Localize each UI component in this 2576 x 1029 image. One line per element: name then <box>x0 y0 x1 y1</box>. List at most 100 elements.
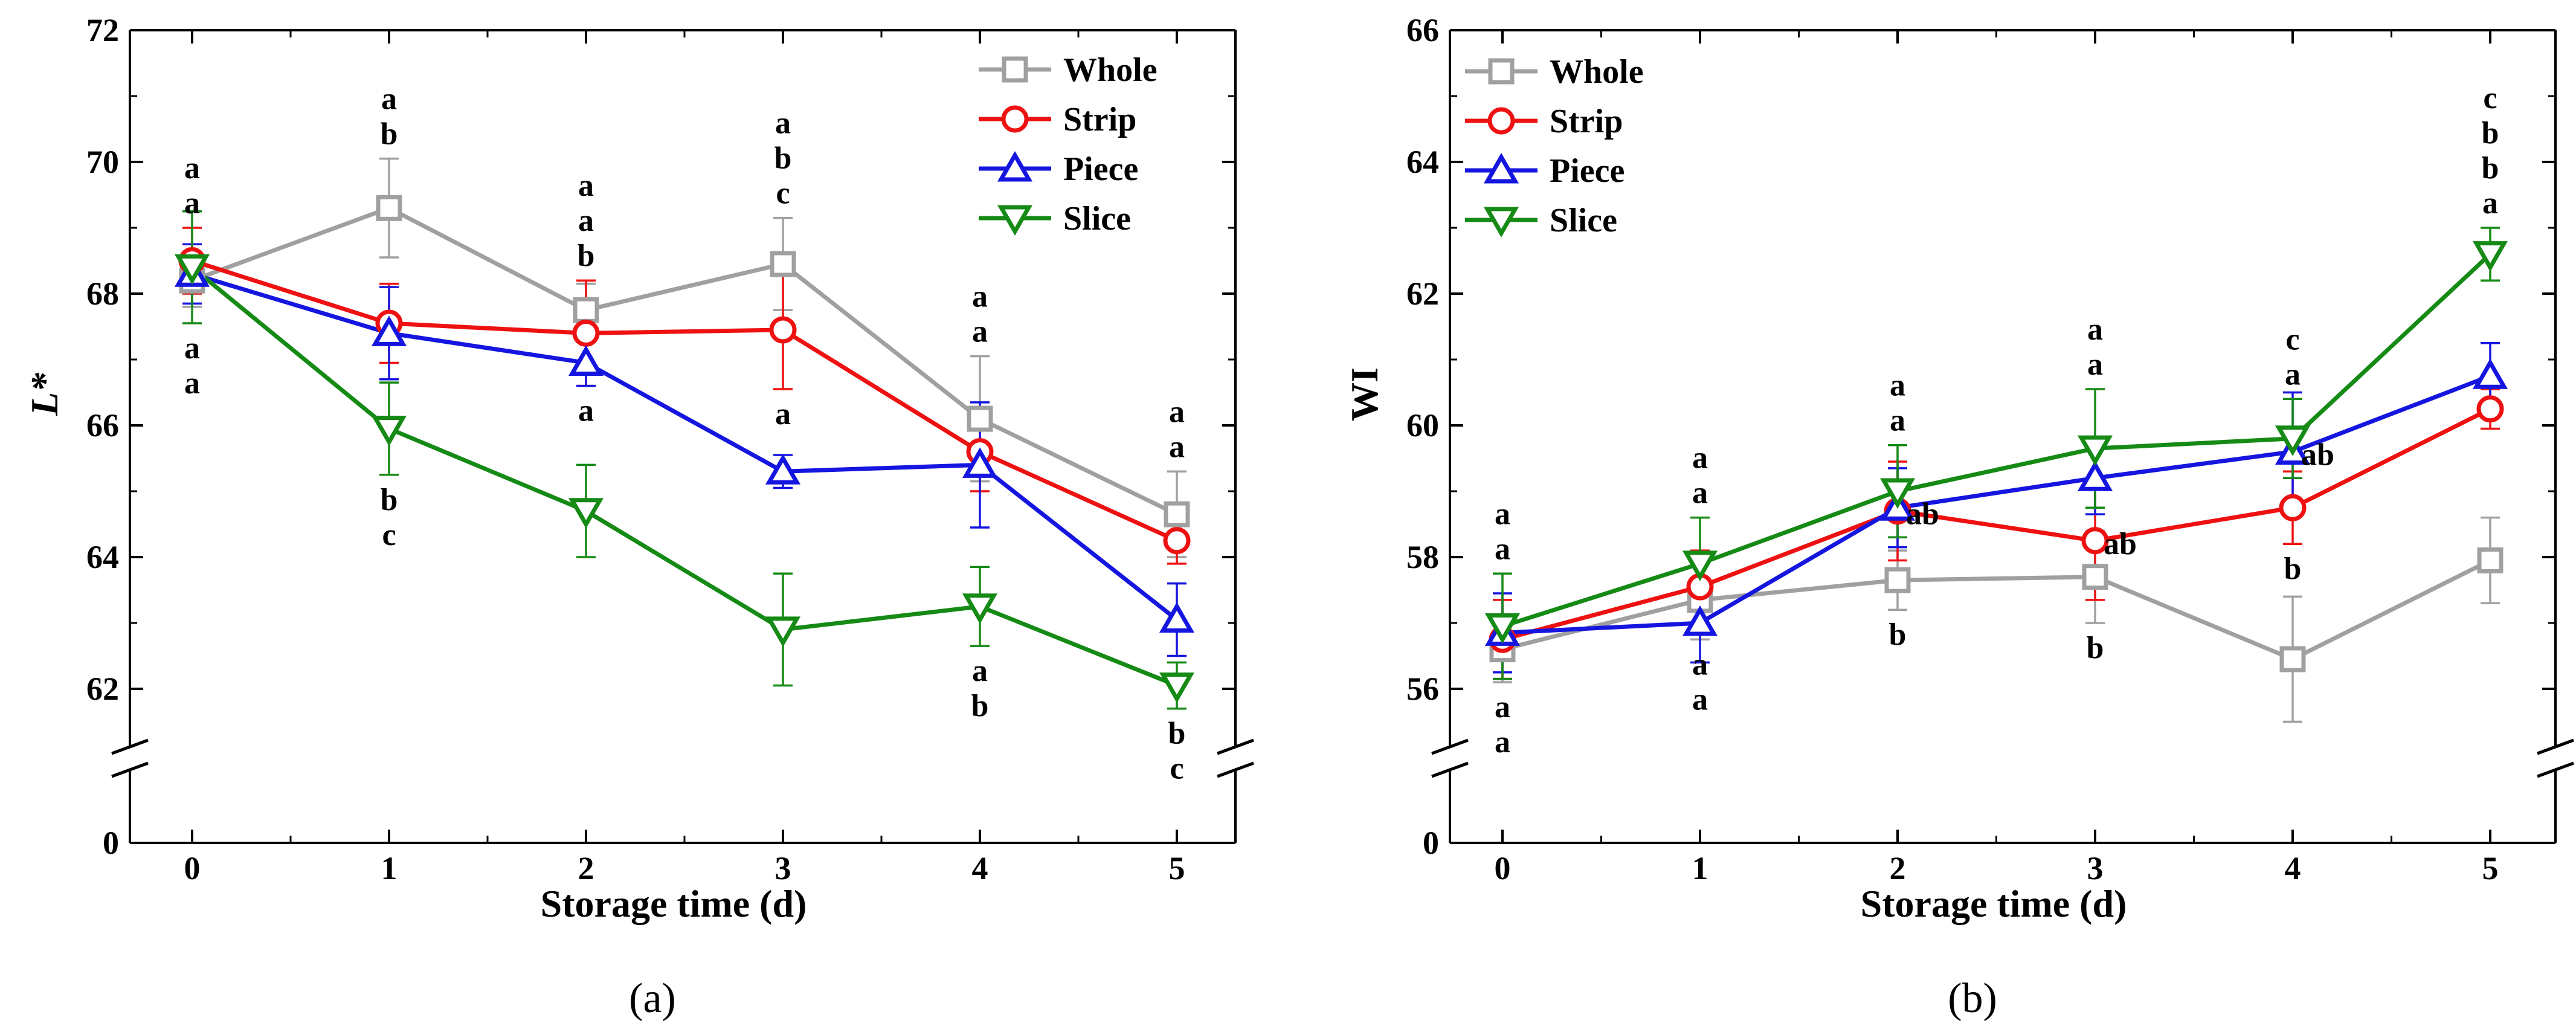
y-axis-title: WI <box>1343 367 1386 421</box>
significance-letter: a <box>1692 647 1708 682</box>
data-point <box>2477 547 2504 573</box>
significance-letter: b <box>578 239 595 273</box>
y-tick-label: 62 <box>86 671 119 707</box>
legend: Whole Strip Piece Slice <box>1465 53 1644 239</box>
significance-letter: b <box>774 141 792 176</box>
significance-letter: b <box>971 689 989 723</box>
significance-letter: a <box>1890 369 1905 403</box>
significance-letter: a <box>184 366 200 401</box>
significance-letter: a <box>1495 497 1510 531</box>
significance-letter: c <box>382 518 396 552</box>
axis-break-mark <box>1217 738 1254 755</box>
significance-letter: b <box>2087 631 2104 665</box>
legend-label: Piece <box>1550 152 1624 190</box>
legend-label: Strip <box>1063 101 1136 138</box>
x-tick-label: 1 <box>381 850 398 886</box>
significance-letter: c <box>2285 322 2299 356</box>
axis-break-mark <box>2537 761 2574 778</box>
significance-letter: ab <box>2104 527 2137 561</box>
axis-break-mark <box>111 738 149 755</box>
y-tick-label: 72 <box>86 12 119 48</box>
markers-slice <box>1484 241 2508 644</box>
significance-letter: a <box>578 169 594 203</box>
significance-letter: a <box>2087 312 2103 347</box>
panel-label: (a) <box>629 975 676 1022</box>
data-point <box>2082 564 2108 590</box>
x-tick-label: 5 <box>2482 850 2499 886</box>
data-point <box>2472 241 2508 272</box>
significance-letter: a <box>2482 186 2498 221</box>
legend-marker <box>997 150 1033 182</box>
significance-letter: a <box>775 106 791 141</box>
legend: Whole Strip Piece Slice <box>979 51 1158 237</box>
markers-piece <box>174 256 1195 633</box>
significance-letter: a <box>1692 476 1708 511</box>
data-point <box>967 405 993 432</box>
markers-strip <box>178 247 1191 555</box>
data-point <box>1159 602 1195 633</box>
significance-letter: a <box>1692 441 1708 476</box>
y-tick-label: 58 <box>1406 539 1439 575</box>
data-point <box>1159 673 1195 703</box>
significance-letter: c <box>1170 752 1183 786</box>
legend-marker <box>1487 107 1515 135</box>
data-point <box>1884 567 1911 593</box>
legend-label: Piece <box>1063 150 1138 188</box>
y-ticks: 0 56 58 60 62 64 66 <box>1406 12 2555 861</box>
significance-letter: a <box>1169 430 1185 464</box>
data-point <box>1164 501 1190 527</box>
data-point <box>1484 613 1521 644</box>
markers-whole <box>1489 547 2504 673</box>
data-point <box>371 315 407 346</box>
legend-marker <box>1488 58 1515 85</box>
data-point <box>376 195 402 221</box>
data-point <box>174 254 210 285</box>
significance-letter: a <box>972 315 988 349</box>
series-line <box>191 205 1178 517</box>
x-tick-label: 3 <box>2087 850 2104 886</box>
significance-letter: a <box>184 151 200 185</box>
significance-letter: a <box>1169 395 1185 429</box>
significance-letter: a <box>184 331 200 366</box>
chart-panel-b: 0 56 58 60 62 64 66 0 1 2 3 4 5 Storage time (d) WI (b)… <box>1343 12 2574 1022</box>
data-point <box>765 616 801 647</box>
legend-marker <box>1483 207 1519 238</box>
significance-letter: a <box>1495 725 1510 760</box>
markers-slice <box>174 254 1195 703</box>
panel-label: (b) <box>1948 975 1997 1022</box>
significance-letter: ab <box>2301 438 2334 473</box>
x-tick-label: 0 <box>1495 850 1511 886</box>
legend-label: Slice <box>1550 202 1617 239</box>
series-line <box>1502 407 2491 642</box>
significance-letter: a <box>184 186 200 221</box>
y-ticks: 0 62 64 66 68 70 72 <box>86 12 1235 861</box>
y-tick-label: 60 <box>1406 407 1439 444</box>
x-tick-label: 2 <box>578 850 594 886</box>
significance-letter: c <box>776 176 790 211</box>
data-point <box>2077 460 2113 491</box>
data-point <box>1682 605 1718 636</box>
x-tick-label: 3 <box>775 850 791 886</box>
significance-letter: b <box>1168 717 1186 751</box>
axis-break-mark <box>1431 761 1469 778</box>
significance-letter: a <box>381 82 397 117</box>
significance-letter: b <box>2482 116 2499 150</box>
series-line <box>1501 253 2492 628</box>
series-line <box>1502 558 2491 662</box>
series-slice <box>182 210 1187 710</box>
chart-panel-a: 0 62 64 66 68 70 72 0 1 2 3 4 5 Storage time (d) L* (a)… <box>23 12 1254 1022</box>
x-axis-title: Storage time (d) <box>541 882 807 925</box>
y-tick-label: 56 <box>1406 671 1439 707</box>
data-point <box>962 593 998 624</box>
y-tick-label: 68 <box>86 276 119 312</box>
y-tick-label: 64 <box>1406 144 1439 180</box>
significance-letter: a <box>1692 682 1708 717</box>
data-point <box>2077 435 2113 466</box>
data-point <box>2472 358 2508 389</box>
significance-letter: a <box>578 204 594 238</box>
y-tick-label: 66 <box>1406 12 1439 48</box>
significance-letter: b <box>381 117 398 152</box>
x-tick-label: 0 <box>184 850 201 886</box>
